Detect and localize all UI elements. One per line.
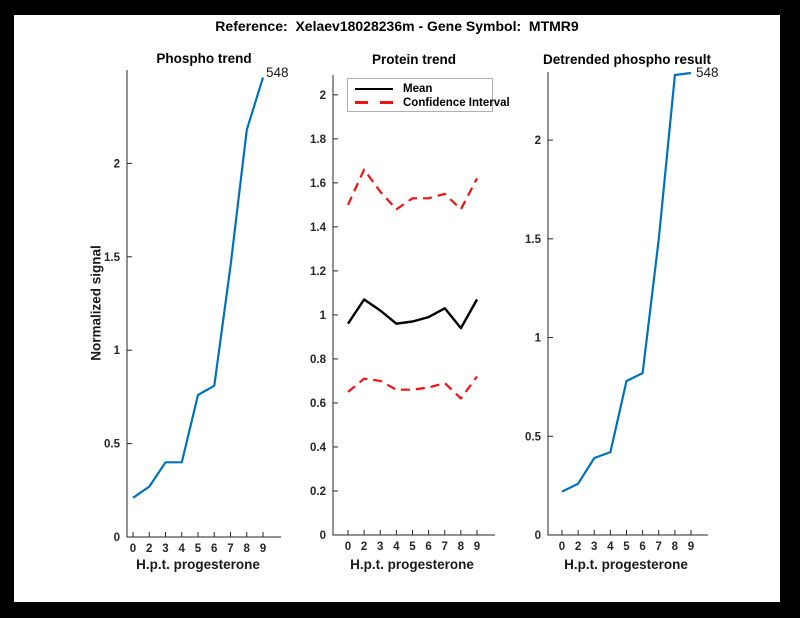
- legend-label-mean: Mean: [403, 82, 433, 95]
- x-tick-label-0: 3: [162, 543, 168, 555]
- x-axis-label-2: H.p.t. progesterone: [350, 557, 474, 572]
- series-detrended-phospho-signal: [561, 71, 692, 493]
- series-phospho-signal: [132, 77, 265, 499]
- x-tick-label-1: 2: [361, 541, 367, 553]
- x-tick-label-2: 8: [672, 541, 679, 553]
- x-tick-label-1: 8: [458, 541, 465, 553]
- y-tick-label-1: 0: [320, 530, 326, 542]
- x-tick-label-0: 4: [179, 543, 186, 555]
- phospho-trend-title: Phospho trend: [156, 51, 252, 66]
- series-confidence-interval-upper: [346, 168, 478, 211]
- y-axis-label: Normalized signal: [88, 245, 104, 361]
- x-tick-label-2: 5: [623, 541, 630, 553]
- x-tick-label-1: 4: [393, 541, 400, 553]
- x-tick-label-0: 5: [195, 543, 202, 555]
- x-tick-label-2: 2: [575, 541, 581, 553]
- phospho-end-value-label: 548: [266, 65, 289, 80]
- figure-title: Reference: Xelaev18028236m - Gene Symbol…: [215, 18, 579, 34]
- x-tick-label-1: 0: [345, 541, 351, 553]
- y-tick-label-0: 0.5: [104, 439, 121, 451]
- series-confidence-interval-lower: [347, 375, 478, 400]
- confidence-interval-line-sample: [355, 101, 393, 104]
- axes-1: [332, 75, 495, 536]
- legend-box: Mean Confidence Interval: [347, 78, 510, 112]
- plots-svg: 0 2 3 4 5 6 7 8 900.511.520 2 3 4 5 6 7 8 900.20.40.60.8…: [104, 70, 708, 555]
- y-tick-label-1: 2: [320, 90, 326, 102]
- y-tick-label-1: 1.8: [310, 134, 327, 146]
- x-tick-label-2: 7: [656, 541, 662, 553]
- x-tick-label-2: 6: [639, 541, 645, 553]
- protein-trend-title: Protein trend: [371, 52, 457, 67]
- y-tick-label-1: 1.6: [310, 178, 326, 190]
- y-tick-label-2: 1: [535, 333, 542, 345]
- y-tick-label-0: 2: [114, 158, 120, 170]
- x-tick-label-1: 5: [409, 541, 416, 553]
- x-tick-label-1: 9: [474, 541, 480, 553]
- y-tick-label-2: 0.5: [525, 431, 542, 443]
- detrended-phospho-title: Detrended phospho result: [542, 52, 712, 67]
- x-tick-label-0: 2: [146, 543, 152, 555]
- figure-area: Reference: Xelaev18028236m - Gene Symbol…: [14, 15, 780, 602]
- legend-entry-ci: Confidence Interval: [355, 95, 510, 110]
- y-tick-label-1: 0.8: [310, 354, 327, 366]
- x-tick-label-0: 7: [227, 543, 233, 555]
- x-tick-label-1: 6: [425, 541, 431, 553]
- x-axis-label-1: H.p.t. progesterone: [136, 557, 260, 572]
- y-tick-label-2: 1.5: [525, 234, 542, 246]
- x-tick-label-0: 6: [211, 543, 217, 555]
- x-tick-label-2: 4: [607, 541, 614, 553]
- x-axis-label-3: H.p.t. progesterone: [564, 557, 688, 572]
- x-tick-label-2: 3: [591, 541, 597, 553]
- x-tick-label-0: 0: [130, 543, 136, 555]
- y-tick-label-1: 1: [320, 310, 327, 322]
- y-tick-label-0: 1.5: [104, 252, 121, 264]
- x-tick-label-1: 3: [377, 541, 383, 553]
- y-tick-label-1: 1.2: [310, 266, 326, 278]
- y-tick-label-2: 2: [535, 135, 541, 147]
- series-mean: [347, 298, 479, 330]
- y-tick-label-1: 1.4: [310, 222, 327, 234]
- y-tick-label-1: 0.6: [310, 398, 326, 410]
- legend-label-ci: Confidence Interval: [403, 96, 510, 109]
- y-tick-label-1: 0.2: [310, 486, 326, 498]
- mean-line-sample: [355, 87, 393, 90]
- x-tick-label-0: 9: [260, 543, 266, 555]
- x-tick-label-1: 7: [442, 541, 448, 553]
- x-tick-label-2: 0: [559, 541, 565, 553]
- x-tick-label-2: 9: [688, 541, 694, 553]
- axes-2: [547, 72, 708, 536]
- x-tick-label-0: 8: [244, 543, 251, 555]
- legend-entry-mean: Mean: [355, 81, 432, 96]
- y-tick-label-2: 0: [535, 530, 541, 542]
- y-tick-label-0: 0: [114, 532, 120, 544]
- detrended-end-value-label: 548: [696, 65, 719, 80]
- y-tick-label-0: 1: [114, 345, 121, 357]
- y-tick-label-1: 0.4: [310, 442, 327, 454]
- axes-0: [126, 70, 281, 538]
